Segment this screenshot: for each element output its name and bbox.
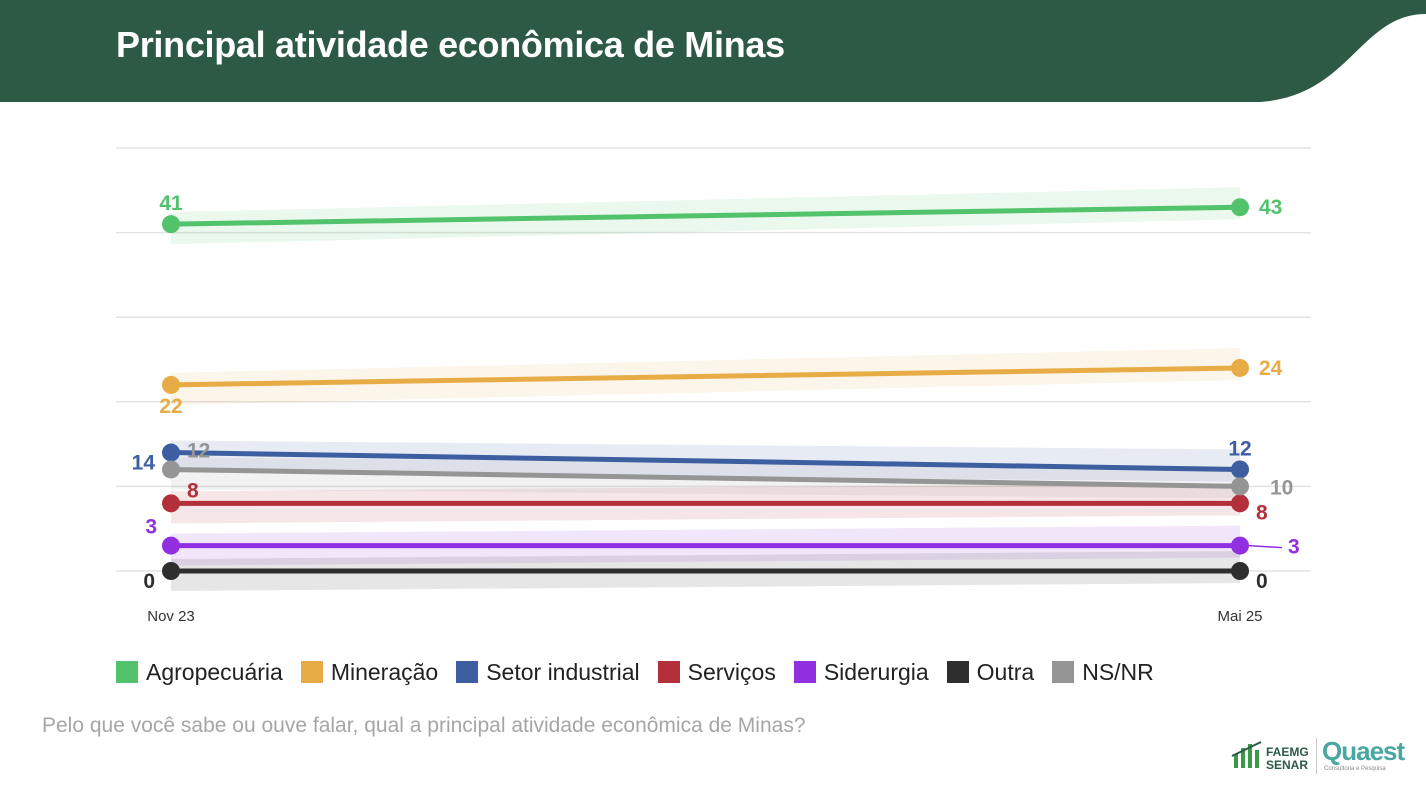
quaest-logo-text: Quaest bbox=[1322, 736, 1405, 766]
quaest-logo-subtitle: Consultoria e Pesquisa bbox=[1324, 766, 1386, 772]
series-minera-o-point bbox=[1231, 358, 1249, 377]
legend-swatch bbox=[300, 661, 323, 683]
series-setor-industrial-data-label: 14 bbox=[132, 452, 156, 475]
series-siderurgia-point bbox=[1231, 536, 1249, 555]
legend-swatch bbox=[946, 661, 969, 683]
legend-label: Mineração bbox=[330, 658, 439, 685]
series-servi-os-point bbox=[1231, 494, 1249, 513]
legend-swatch bbox=[1052, 661, 1075, 683]
logo-divider bbox=[1316, 738, 1317, 774]
legend-item-agropecu-ria: Agropecuária bbox=[116, 659, 283, 686]
series-siderurgia-data-label: 3 bbox=[145, 516, 157, 539]
series-lines bbox=[168, 204, 1243, 574]
legend-label: Setor industrial bbox=[486, 658, 640, 685]
series-minera-o-point bbox=[162, 375, 180, 394]
x-tick-label: Nov 23 bbox=[147, 608, 195, 625]
legend-label: Agropecuária bbox=[146, 658, 283, 685]
series-outra-point bbox=[162, 562, 180, 580]
senar-logo-text: SENAR bbox=[1266, 758, 1309, 772]
series-outra-point bbox=[1231, 562, 1249, 580]
series-agropecu-ria-line bbox=[168, 204, 1243, 227]
series-siderurgia-data-label: 3 bbox=[1288, 536, 1300, 559]
series-outra-data-label: 0 bbox=[143, 570, 155, 593]
series-ns-nr-data-label: 12 bbox=[187, 439, 210, 462]
series-minera-o-line bbox=[168, 365, 1243, 388]
legend-swatch bbox=[116, 661, 138, 683]
series-minera-o-data-label: 24 bbox=[1259, 357, 1283, 380]
legend-label: Outra bbox=[976, 658, 1035, 685]
series-agropecu-ria-point bbox=[1231, 198, 1249, 217]
legend-label: Siderurgia bbox=[823, 658, 929, 685]
legend-item-servi-os: Serviços bbox=[657, 658, 776, 686]
x-axis: Nov 23 Mai 25 bbox=[147, 608, 1262, 625]
faemg-logo-text: FAEMG bbox=[1266, 745, 1309, 759]
confidence-bands bbox=[171, 187, 1240, 591]
legend-swatch bbox=[456, 661, 479, 683]
header-banner: Principal atividade econômica de Minas bbox=[0, 0, 1426, 110]
series-agropecu-ria-point bbox=[162, 215, 180, 234]
series-ns-nr-point bbox=[162, 460, 180, 479]
legend-label: NS/NR bbox=[1082, 658, 1154, 685]
survey-question: Pelo que você sabe ou ouve falar, qual a… bbox=[42, 714, 806, 737]
series-ns-nr-point bbox=[1231, 477, 1249, 496]
faemg-senar-logo: FAEMG SENAR bbox=[1230, 740, 1320, 774]
x-tick-label: Mai 25 bbox=[1217, 608, 1262, 625]
series-setor-industrial-point bbox=[162, 443, 180, 462]
series-servi-os-point bbox=[162, 494, 180, 513]
series-servi-os-data-label: 8 bbox=[1256, 501, 1268, 524]
series-agropecu-ria-data-label: 41 bbox=[159, 192, 183, 215]
header-shape bbox=[0, 0, 1426, 102]
series-setor-industrial-line bbox=[168, 450, 1243, 472]
legend-item-setor-industrial: Setor industrial bbox=[456, 658, 640, 686]
series-siderurgia-point bbox=[162, 536, 180, 555]
legend-item-outra: Outra bbox=[946, 658, 1035, 686]
series-siderurgia-label-leader bbox=[1248, 544, 1283, 549]
legend-swatch bbox=[793, 661, 816, 683]
logos: FAEMG SENAR Quaest Consultoria e Pesquis… bbox=[1230, 736, 1410, 778]
series-minera-o-data-label: 22 bbox=[159, 395, 182, 418]
legend-item-minera-o: Mineração bbox=[300, 658, 439, 686]
series-servi-os-data-label: 8 bbox=[187, 479, 199, 502]
legend-item-ns-nr: NS/NR bbox=[1052, 659, 1154, 686]
series-setor-industrial-point bbox=[1231, 460, 1249, 479]
faemg-leaf-icon bbox=[1231, 741, 1262, 768]
legend: Agropecuária Mineração Setor industrial Ser… bbox=[116, 656, 1172, 688]
series-outra-data-label: 0 bbox=[1256, 570, 1268, 593]
series-ns-nr-line bbox=[168, 466, 1243, 489]
series-agropecu-ria-data-label: 43 bbox=[1259, 196, 1282, 219]
series-points bbox=[162, 198, 1249, 580]
legend-item-siderurgia: Siderurgia bbox=[793, 658, 929, 686]
page-title: Principal atividade econômica de Minas bbox=[116, 24, 785, 65]
quaest-logo: Quaest Consultoria e Pesquisa bbox=[1322, 736, 1405, 772]
series-ns-nr-data-label: 10 bbox=[1270, 476, 1293, 499]
series-setor-industrial-data-label: 12 bbox=[1228, 437, 1251, 460]
legend-label: Serviços bbox=[687, 658, 776, 685]
legend-swatch bbox=[657, 661, 680, 683]
